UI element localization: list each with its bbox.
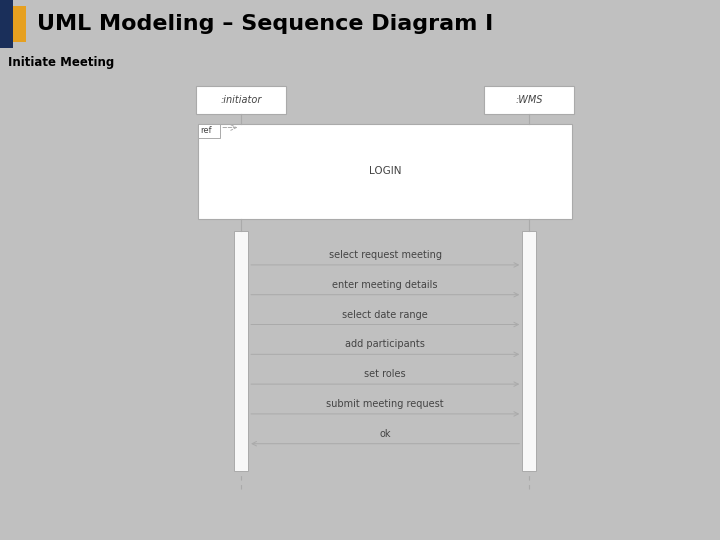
Text: add participants: add participants — [346, 339, 425, 349]
Text: submit meeting request: submit meeting request — [326, 399, 444, 409]
Bar — [198, 124, 572, 219]
Text: ok: ok — [379, 429, 391, 438]
Text: :initiator: :initiator — [220, 94, 262, 105]
Bar — [198, 124, 220, 138]
Text: LOGIN: LOGIN — [369, 166, 402, 176]
Text: ref: ref — [200, 126, 212, 135]
Bar — [234, 231, 248, 471]
Text: enter meeting details: enter meeting details — [333, 280, 438, 289]
Text: :WMS: :WMS — [516, 94, 543, 105]
Text: select request meeting: select request meeting — [329, 250, 441, 260]
Text: select date range: select date range — [342, 309, 428, 320]
Text: set roles: set roles — [364, 369, 406, 379]
Bar — [485, 85, 575, 113]
Bar — [522, 231, 536, 471]
Bar — [196, 85, 287, 113]
Text: Initiate Meeting: Initiate Meeting — [8, 56, 114, 69]
Text: UML Modeling – Sequence Diagram I: UML Modeling – Sequence Diagram I — [37, 14, 494, 34]
Bar — [13, 6, 26, 42]
Bar — [0, 0, 13, 48]
